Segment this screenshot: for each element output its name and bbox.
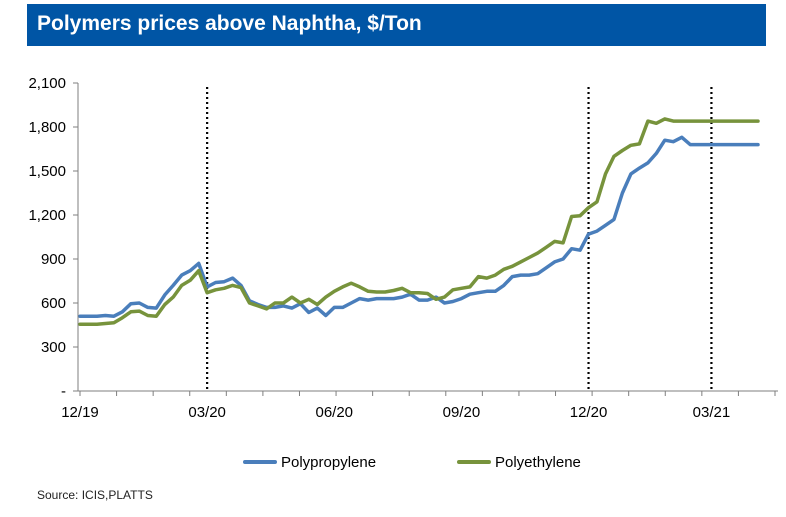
vertical-markers [206, 87, 713, 391]
y-tick-label: 2,100 [28, 75, 66, 92]
y-tick-label: 1,200 [28, 207, 66, 224]
legend-label-polyethylene: Polyethylene [495, 454, 581, 471]
x-tick-label: 03/20 [188, 404, 226, 421]
y-tick-label: 900 [41, 251, 66, 268]
x-tick-label: 06/20 [315, 404, 353, 421]
chart-axes: - 300 600 900 1,200 1,500 1,800 2,100 12/19 03/20… [28, 75, 778, 421]
y-tick-label: 300 [41, 339, 66, 356]
legend-label-polypropylene: Polypropylene [281, 454, 376, 471]
series-line-polyethylene [78, 117, 760, 327]
chart-title: Polymers prices above Naphtha, $/Ton [37, 12, 422, 35]
y-tick-label: 600 [41, 295, 66, 312]
x-tick-label: 09/20 [443, 404, 481, 421]
legend: Polypropylene Polyethylene [243, 454, 581, 471]
series-line-polypropylene [78, 135, 760, 318]
title-bar: Polymers prices above Naphtha, $/Ton [27, 4, 766, 46]
x-tick-label: 03/21 [693, 404, 731, 421]
x-tick-label: 12/20 [570, 404, 608, 421]
x-tick-label: 12/19 [61, 404, 99, 421]
y-tick-label: - [61, 383, 66, 400]
series-lines [78, 117, 760, 327]
y-tick-label: 1,800 [28, 119, 66, 136]
source-note: Source: ICIS,PLATTS [37, 488, 153, 502]
y-tick-label: 1,500 [28, 163, 66, 180]
